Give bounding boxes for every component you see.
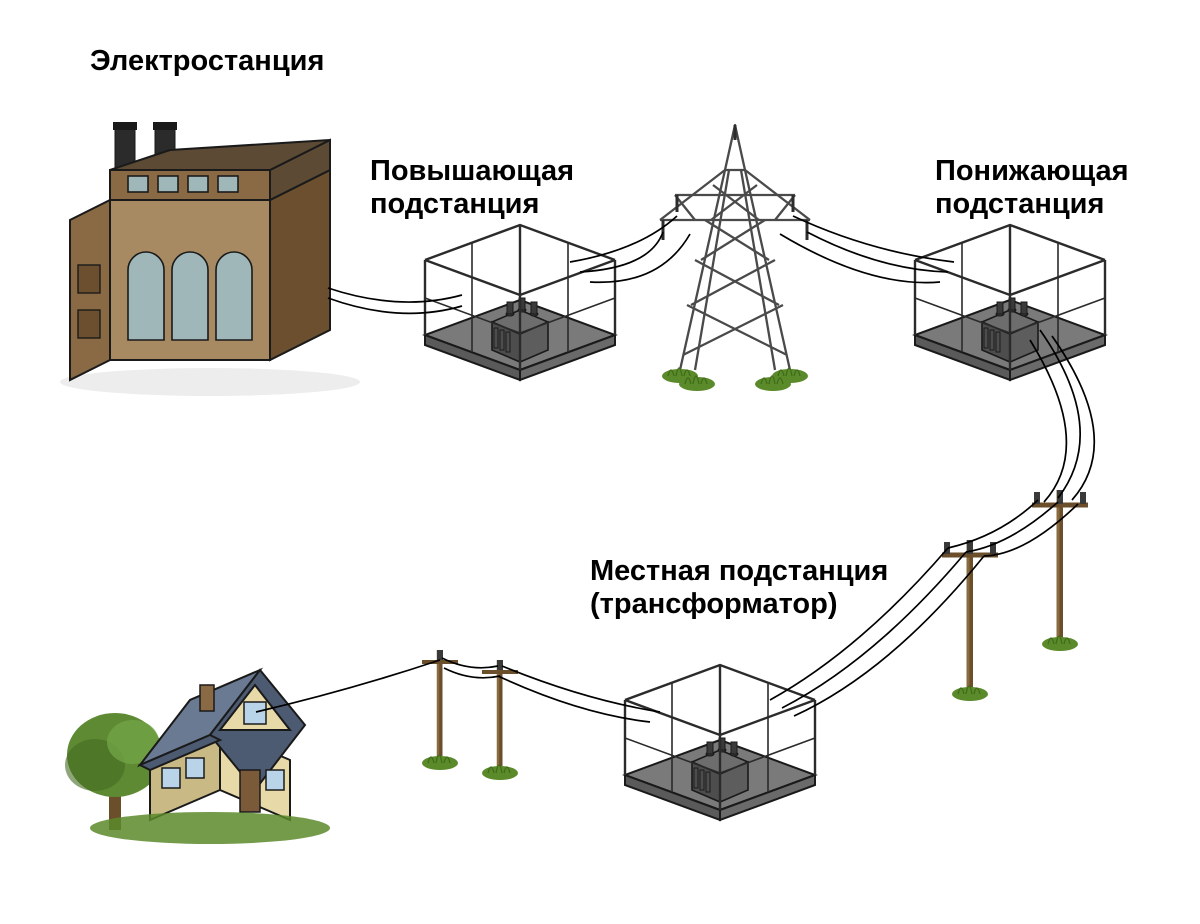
stepup-substation-icon <box>425 225 615 380</box>
scene-svg <box>0 0 1200 924</box>
distribution-poles-mid <box>422 650 518 780</box>
powerplant-icon <box>60 122 360 396</box>
house-icon <box>65 670 330 844</box>
stepdown-substation-icon <box>915 225 1105 380</box>
local-substation-icon <box>625 665 815 820</box>
distribution-poles-right <box>942 490 1088 701</box>
diagram-stage: Электростанция Повышающая подстанция Пон… <box>0 0 1200 924</box>
transmission-tower-icon <box>660 125 810 391</box>
